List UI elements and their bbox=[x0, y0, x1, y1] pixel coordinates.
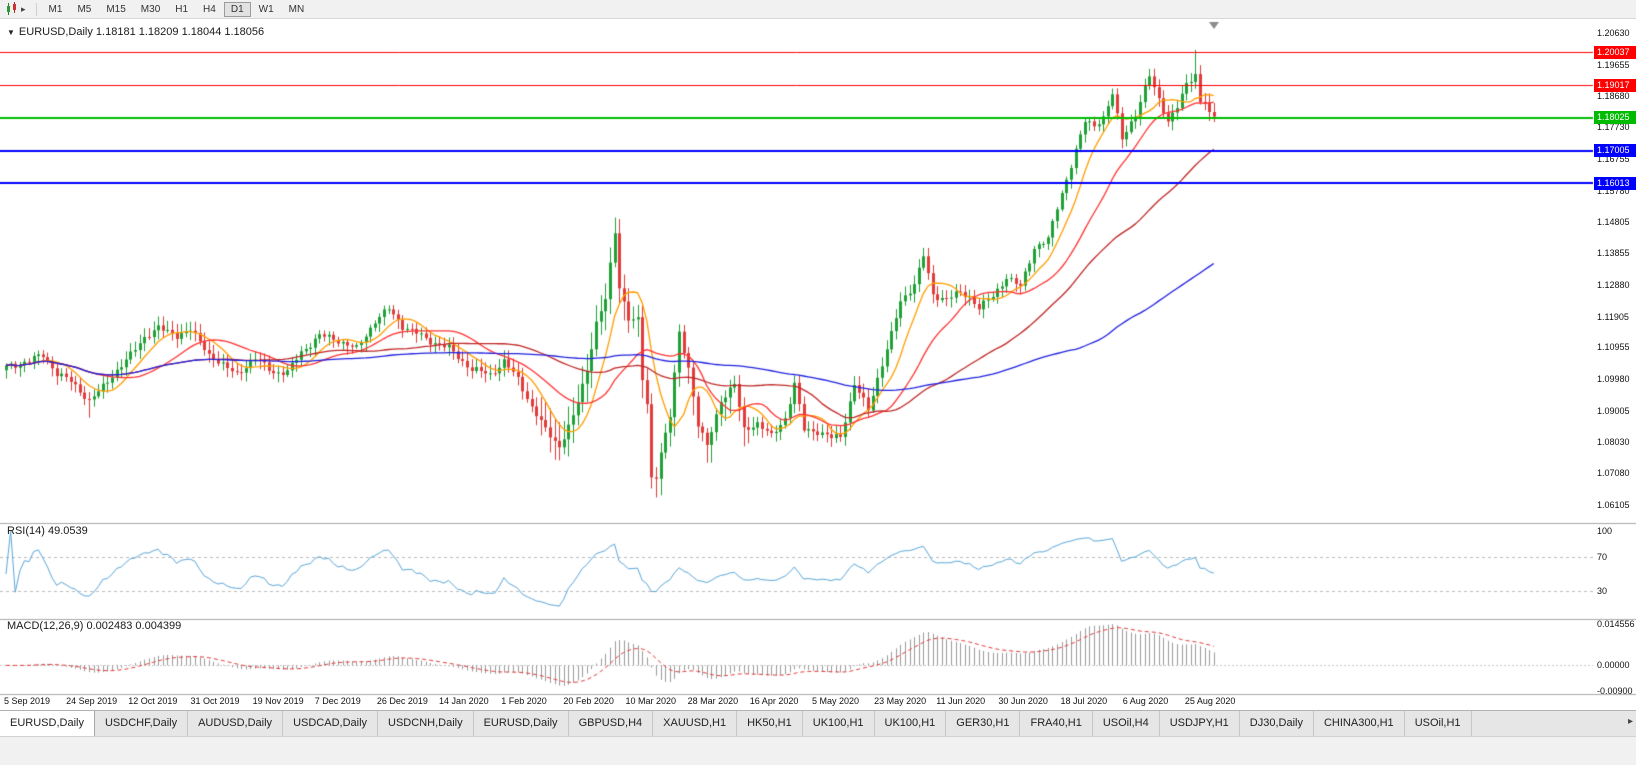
tab-usdcnh-daily[interactable]: USDCNH,Daily bbox=[378, 711, 474, 736]
tab-xauusd-h1[interactable]: XAUUSD,H1 bbox=[653, 711, 738, 736]
tab-uk100-h1[interactable]: UK100,H1 bbox=[874, 711, 947, 736]
tab-audusd-daily[interactable]: AUDUSD,Daily bbox=[188, 711, 284, 736]
toolbar-separator bbox=[35, 2, 37, 16]
candlestick-chart-icon[interactable] bbox=[5, 2, 19, 16]
status-bar bbox=[0, 736, 1636, 765]
timeframe-button-w1[interactable]: W1 bbox=[252, 2, 281, 17]
tab-usoil-h4[interactable]: USOil,H4 bbox=[1092, 711, 1160, 736]
tab-usdchf-daily[interactable]: USDCHF,Daily bbox=[94, 711, 189, 736]
timeframe-button-d1[interactable]: D1 bbox=[223, 1, 251, 17]
tab-dj30-daily[interactable]: DJ30,Daily bbox=[1239, 711, 1314, 736]
tab-uk100-h1[interactable]: UK100,H1 bbox=[802, 711, 875, 736]
tab-gbpusd-h4[interactable]: GBPUSD,H4 bbox=[568, 711, 654, 736]
tab-eurusd-daily[interactable]: EURUSD,Daily bbox=[473, 711, 569, 736]
tab-hk50-h1[interactable]: HK50,H1 bbox=[737, 711, 803, 736]
tabbar-scroll-right-icon[interactable]: ▸ bbox=[1627, 716, 1633, 727]
timeframe-button-h1[interactable]: H1 bbox=[168, 2, 195, 17]
tab-eurusd-daily[interactable]: EURUSD,Daily bbox=[0, 711, 95, 736]
timeframe-buttons: M1 M5 M15 M30 H1 H4 D1 W1 MN bbox=[42, 1, 312, 17]
tab-usoil-h1[interactable]: USOil,H1 bbox=[1404, 711, 1472, 736]
chevron-down-icon[interactable]: ▸ bbox=[21, 3, 26, 14]
timeframe-button-m1[interactable]: M1 bbox=[42, 2, 70, 17]
tab-usdcad-daily[interactable]: USDCAD,Daily bbox=[283, 711, 379, 736]
tab-china300-h1[interactable]: CHINA300,H1 bbox=[1313, 711, 1405, 736]
timeframe-button-m5[interactable]: M5 bbox=[70, 2, 98, 17]
tab-usdjpy-h1[interactable]: USDJPY,H1 bbox=[1159, 711, 1240, 736]
timeframe-button-mn[interactable]: MN bbox=[282, 2, 312, 17]
chart-canvas[interactable] bbox=[0, 19, 1636, 710]
tab-ger30-h1[interactable]: GER30,H1 bbox=[946, 711, 1021, 736]
timeframe-button-m30[interactable]: M30 bbox=[134, 2, 167, 17]
timeframe-button-m15[interactable]: M15 bbox=[99, 2, 132, 17]
timeframe-button-h4[interactable]: H4 bbox=[196, 2, 223, 17]
toolbar: ▸ M1 M5 M15 M30 H1 H4 D1 W1 MN bbox=[0, 0, 1636, 19]
chart-window: ▼ EURUSD,Daily 1.18181 1.18209 1.18044 1.… bbox=[0, 19, 1636, 710]
tab-fra40-h1[interactable]: FRA40,H1 bbox=[1020, 711, 1093, 736]
symbol-tabbar: EURUSD,Daily USDCHF,Daily AUDUSD,Daily USDC… bbox=[0, 710, 1636, 736]
